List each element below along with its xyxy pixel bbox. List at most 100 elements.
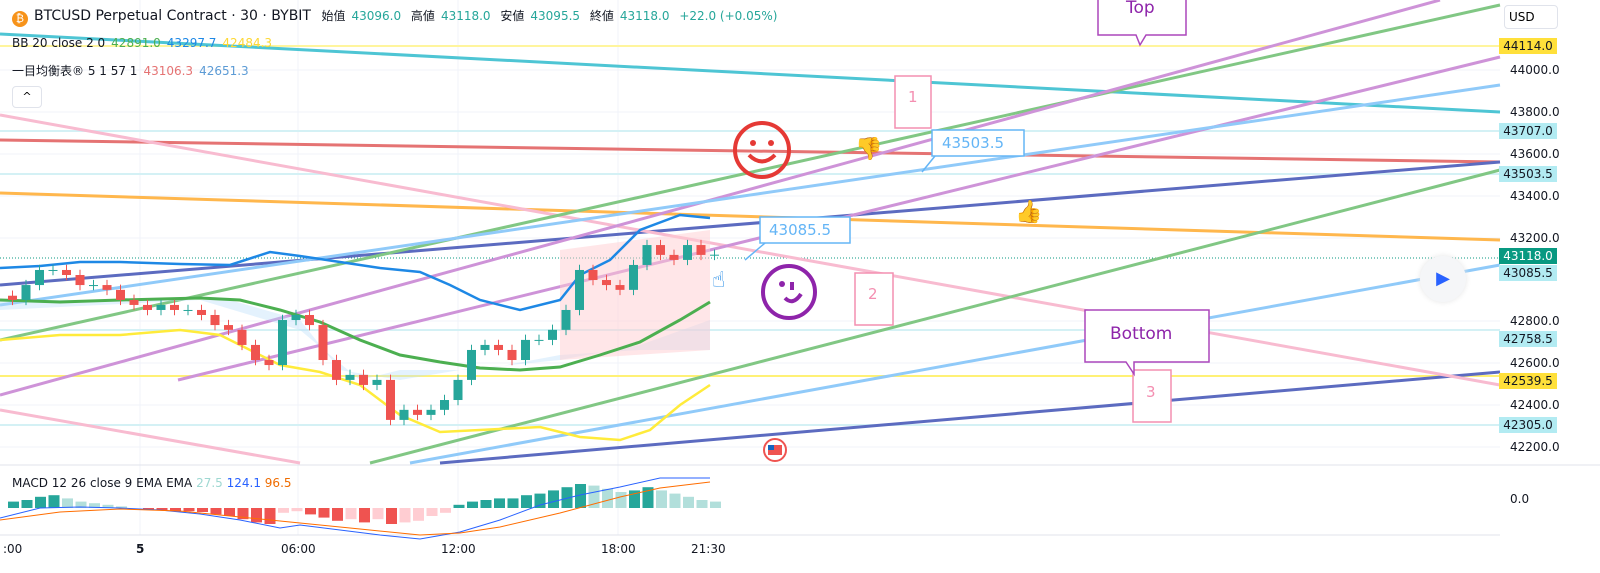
candle-body [170, 304, 179, 310]
trendline-blue-2 [409, 263, 1501, 465]
macd-bar [453, 504, 465, 508]
price-callout-2 [744, 216, 851, 261]
open-value: 43096.0 [351, 9, 402, 23]
trendline-green-2 [369, 168, 1501, 465]
candle [710, 249, 719, 261]
symbol-legend[interactable]: ₿ BTCUSD Perpetual Contract · 30 · BYBIT … [12, 7, 789, 27]
callout-2-text[interactable]: 2 [868, 285, 878, 303]
candle-body [426, 409, 436, 415]
candle-body [575, 269, 584, 310]
macd-signal-value: 96.5 [264, 476, 292, 490]
macd-bar [494, 498, 505, 508]
macd-bar [62, 498, 73, 508]
macd-bar [197, 508, 208, 512]
price-label: 43707.0 [1499, 123, 1557, 140]
candle [278, 314, 287, 371]
candle [521, 334, 530, 366]
thumbs-up-icon[interactable]: 👍 [1015, 200, 1043, 225]
candle-body [264, 360, 274, 366]
callout-1-text[interactable]: 1 [908, 88, 918, 106]
callout-3-text[interactable]: 3 [1146, 383, 1156, 401]
candle [629, 259, 638, 296]
bb-legend[interactable]: BB 20 close 2 0 42891.0 43297.7 42484.3 [12, 36, 278, 50]
candle-body [318, 325, 328, 361]
candle [143, 299, 152, 316]
candle-body [440, 400, 449, 410]
candle [683, 239, 692, 266]
candle [305, 309, 314, 331]
trendline-red [0, 138, 1501, 164]
candle [35, 264, 44, 291]
scroll-to-realtime-button[interactable]: ▶ [1420, 256, 1466, 302]
candle-body [656, 245, 665, 255]
candle-body [399, 409, 409, 420]
candle [318, 319, 328, 366]
macd-bar [642, 487, 654, 508]
candle-body [332, 360, 341, 380]
candle [62, 264, 71, 281]
price-label: 42539.5 [1499, 373, 1557, 390]
macd-bar [548, 490, 559, 508]
candle [102, 279, 112, 296]
candle-body [534, 339, 544, 341]
candle-body [548, 329, 557, 340]
price-tick: 42600.0 [1510, 356, 1560, 371]
candle [116, 284, 125, 306]
macd-histogram [8, 484, 721, 524]
macd-bar [467, 501, 478, 508]
macd-bar [251, 508, 262, 523]
macd-bar [521, 495, 532, 508]
trendline-pink-2 [0, 408, 301, 465]
signal-line [0, 481, 711, 536]
thumbs-down-icon[interactable]: 👎 [855, 137, 883, 162]
candle-body [710, 254, 719, 256]
macd-value: 124.1 [226, 476, 261, 490]
price-label: 43118.0 [1499, 247, 1557, 264]
price-label: 43503.5 [1499, 165, 1557, 182]
candle-body [561, 309, 571, 330]
us-flag-icon [763, 438, 787, 462]
pointing-hand-icon[interactable]: ☝ [712, 268, 726, 293]
candle [129, 294, 139, 311]
candle-body [21, 285, 31, 300]
macd-hist-value: 27.5 [196, 476, 223, 490]
candle-body [102, 285, 112, 290]
price-tick: 42200.0 [1510, 439, 1560, 454]
macd-bar [602, 488, 613, 508]
price-callout-1-text[interactable]: 43503.5 [942, 134, 1005, 152]
candle [656, 239, 665, 261]
price-callout-2-text[interactable]: 43085.5 [769, 221, 832, 239]
candle-body [35, 269, 44, 286]
bb-upper-value: 43297.7 [166, 36, 217, 50]
bb-basis [0, 296, 711, 372]
price-tick: 43400.0 [1510, 188, 1560, 203]
macd-bar [656, 490, 667, 508]
candle-body [615, 285, 625, 290]
bb-basis-value: 42891.0 [111, 36, 161, 50]
candle [197, 304, 206, 321]
currency-button[interactable]: USD [1504, 5, 1558, 29]
close-label: 終値 [589, 9, 614, 23]
candle [561, 304, 571, 336]
candle [156, 299, 166, 316]
candle-body [116, 289, 125, 300]
bb-lower-value: 42484.3 [222, 36, 273, 50]
candle [575, 264, 584, 316]
candle [170, 299, 179, 316]
candle [467, 344, 476, 386]
candle [494, 339, 503, 356]
macd-bar [588, 485, 600, 508]
candle [291, 309, 301, 326]
ichimoku-legend[interactable]: 一目均衡表® 5 1 57 1 43106.3 42651.3 [12, 62, 255, 79]
candle-body [413, 409, 422, 415]
candle-body [629, 264, 638, 290]
candle [224, 319, 233, 336]
callout-bottom-text[interactable]: Bottom [1110, 324, 1173, 344]
callout-top-text[interactable]: Top [1126, 0, 1155, 18]
collapse-legend-button[interactable]: ^ [12, 86, 42, 108]
trendline-cyan [0, 32, 1501, 114]
macd-legend[interactable]: MACD 12 26 close 9 EMA EMA 27.5 124.1 96… [12, 476, 292, 490]
trend-lines [0, 0, 1501, 465]
candle [359, 369, 368, 391]
